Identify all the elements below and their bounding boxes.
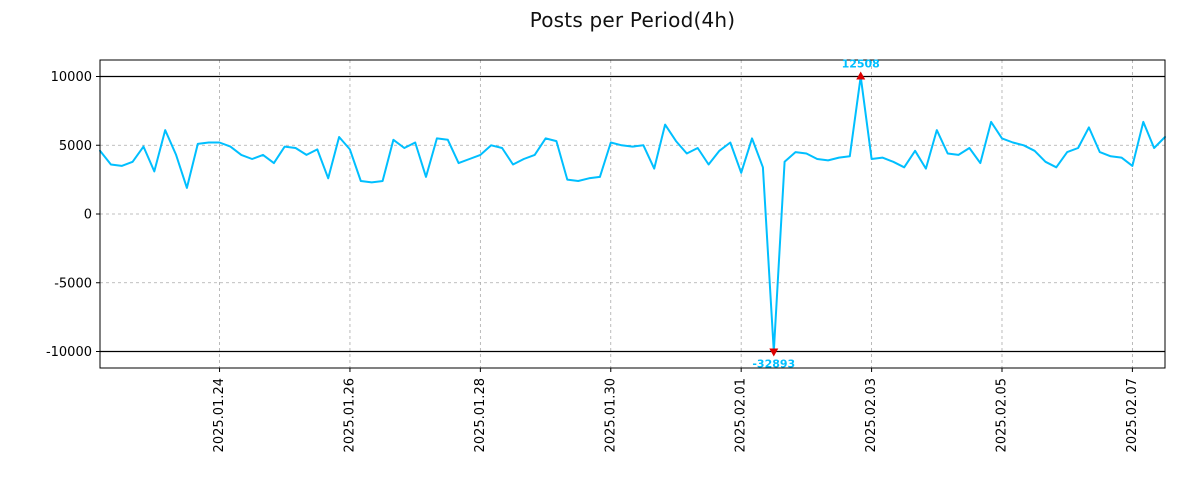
x-tick-label: 2025.01.30 [603,378,618,452]
x-tick-label: 2025.02.05 [994,378,1009,452]
chart-title: Posts per Period(4h) [529,8,736,32]
annotations: 12508 -32893 [752,58,880,371]
y-tick-label: -10000 [46,345,92,360]
x-tick-label: 2025.02.03 [864,378,879,452]
y-tick-label: 10000 [51,70,92,85]
x-tick-label: 2025.01.26 [342,378,357,452]
y-axis-labels: -10000 -5000 0 5000 10000 [46,70,92,360]
x-tick-label: 2025.02.07 [1125,378,1140,452]
max-value-label: 12508 [842,58,880,71]
series-line [99,75,1166,353]
x-tick-label: 2025.01.24 [212,378,227,452]
x-tick-label: 2025.01.28 [473,378,488,452]
y-tick-label: -5000 [54,276,92,291]
plot-frame [99,59,1166,369]
y-tick-label: 5000 [59,139,92,154]
min-marker-icon [769,348,779,357]
x-axis-labels: 2025.01.24 2025.01.26 2025.01.28 2025.01.30… [212,378,1140,452]
gridlines [100,60,1165,368]
tick-marks [96,76,1133,372]
clip-boundary-lines [100,75,1165,353]
min-value-label: -32893 [752,358,795,371]
y-tick-label: 0 [84,208,92,223]
x-tick-label: 2025.02.01 [734,378,749,452]
max-marker-icon [856,71,866,80]
